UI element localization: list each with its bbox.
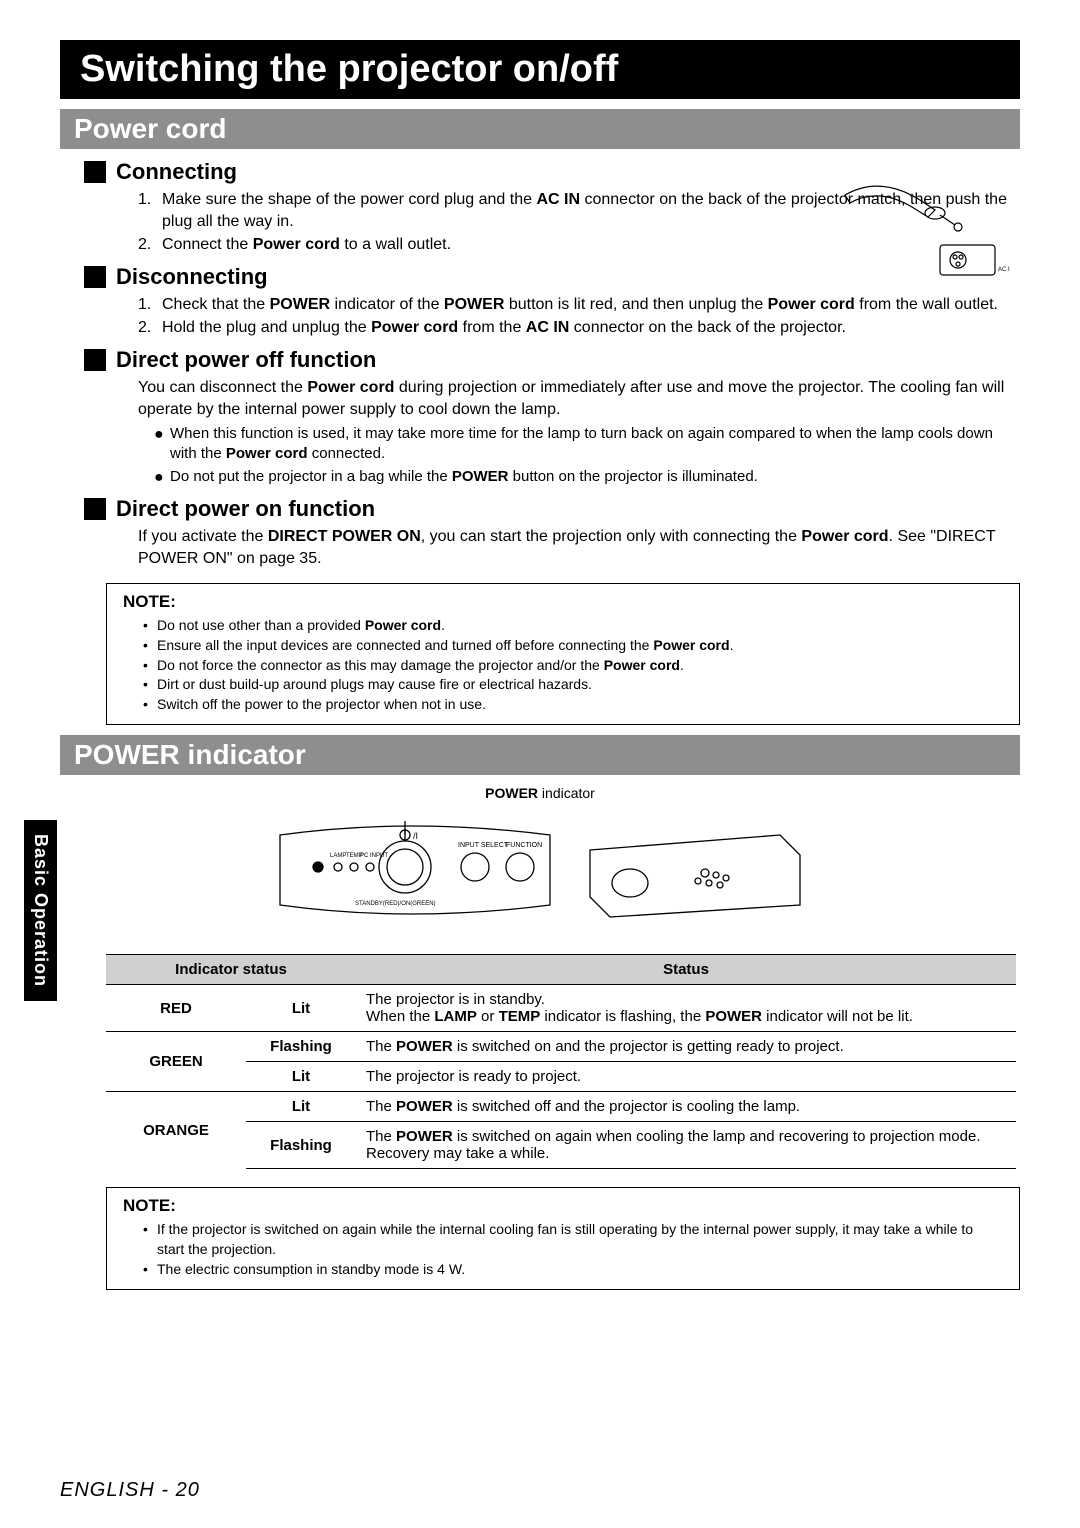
svg-text:FUNCTION: FUNCTION — [506, 842, 542, 849]
svg-text:STANDBY(RED)/ON(GREEN): STANDBY(RED)/ON(GREEN) — [355, 901, 436, 907]
svg-text:INPUT SELECT: INPUT SELECT — [458, 842, 509, 849]
dpoff-bullets: ●When this function is used, it may take… — [154, 424, 1020, 488]
cell-green-flashing-status: The POWER is switched on and the project… — [356, 1032, 1016, 1062]
footer-page: 20 — [176, 1479, 200, 1501]
cell-orange-flashing: Flashing — [246, 1122, 356, 1169]
note1-bullets: •Do not use other than a provided Power … — [143, 616, 1003, 714]
th-status: Status — [356, 955, 1016, 985]
dpon-paragraph: If you activate the DIRECT POWER ON, you… — [138, 526, 1020, 569]
dpoff-paragraph: You can disconnect the Power cord during… — [138, 377, 1020, 420]
cell-green: GREEN — [106, 1032, 246, 1092]
dpon-heading: Direct power on function — [84, 496, 1020, 522]
cell-green-lit-status: The projector is ready to project. — [356, 1062, 1016, 1092]
cell-orange-lit: Lit — [246, 1092, 356, 1122]
footer-lang: ENGLISH — [60, 1479, 155, 1501]
cell-red-lit: Lit — [246, 985, 356, 1032]
cell-orange-flashing-status: The POWER is switched on again when cool… — [356, 1122, 1016, 1169]
svg-text:/I: /I — [413, 831, 418, 841]
disconnecting-list: 1.Check that the POWER indicator of the … — [138, 294, 1020, 339]
cell-green-flashing: Flashing — [246, 1032, 356, 1062]
note1-title: NOTE: — [123, 592, 1003, 612]
cell-red: RED — [106, 985, 246, 1032]
section-power-indicator: POWER indicator — [60, 735, 1020, 775]
cell-green-lit: Lit — [246, 1062, 356, 1092]
note-box-2: NOTE: •If the projector is switched on a… — [106, 1187, 1020, 1290]
svg-text:LAMP: LAMP — [330, 853, 346, 859]
page-content: Switching the projector on/off Power cor… — [0, 0, 1080, 1330]
svg-text:PC INPUT: PC INPUT — [360, 853, 388, 859]
diagram-label: POWER indicator — [60, 785, 1020, 801]
ac-in-diagram: AC IN ~ — [840, 175, 1010, 295]
cell-red-status: The projector is in standby.When the LAM… — [356, 985, 1016, 1032]
dpoff-heading: Direct power off function — [84, 347, 1020, 373]
page-title: Switching the projector on/off — [60, 40, 1020, 99]
footer-sep: - — [155, 1479, 176, 1501]
note2-title: NOTE: — [123, 1196, 1003, 1216]
section-power-cord: Power cord — [60, 109, 1020, 149]
note2-bullets: •If the projector is switched on again w… — [143, 1220, 1003, 1279]
acin-label: AC IN ~ — [998, 267, 1010, 273]
indicator-table: Indicator status Status RED Lit The proj… — [106, 954, 1016, 1169]
th-indicator-status: Indicator status — [106, 955, 356, 985]
cell-orange: ORANGE — [106, 1092, 246, 1169]
cell-orange-lit-status: The POWER is switched off and the projec… — [356, 1092, 1016, 1122]
indicator-diagram: POWER indicator — [60, 785, 1020, 940]
note-box-1: NOTE: •Do not use other than a provided … — [106, 583, 1020, 725]
page-footer: ENGLISH - 20 — [60, 1479, 200, 1502]
